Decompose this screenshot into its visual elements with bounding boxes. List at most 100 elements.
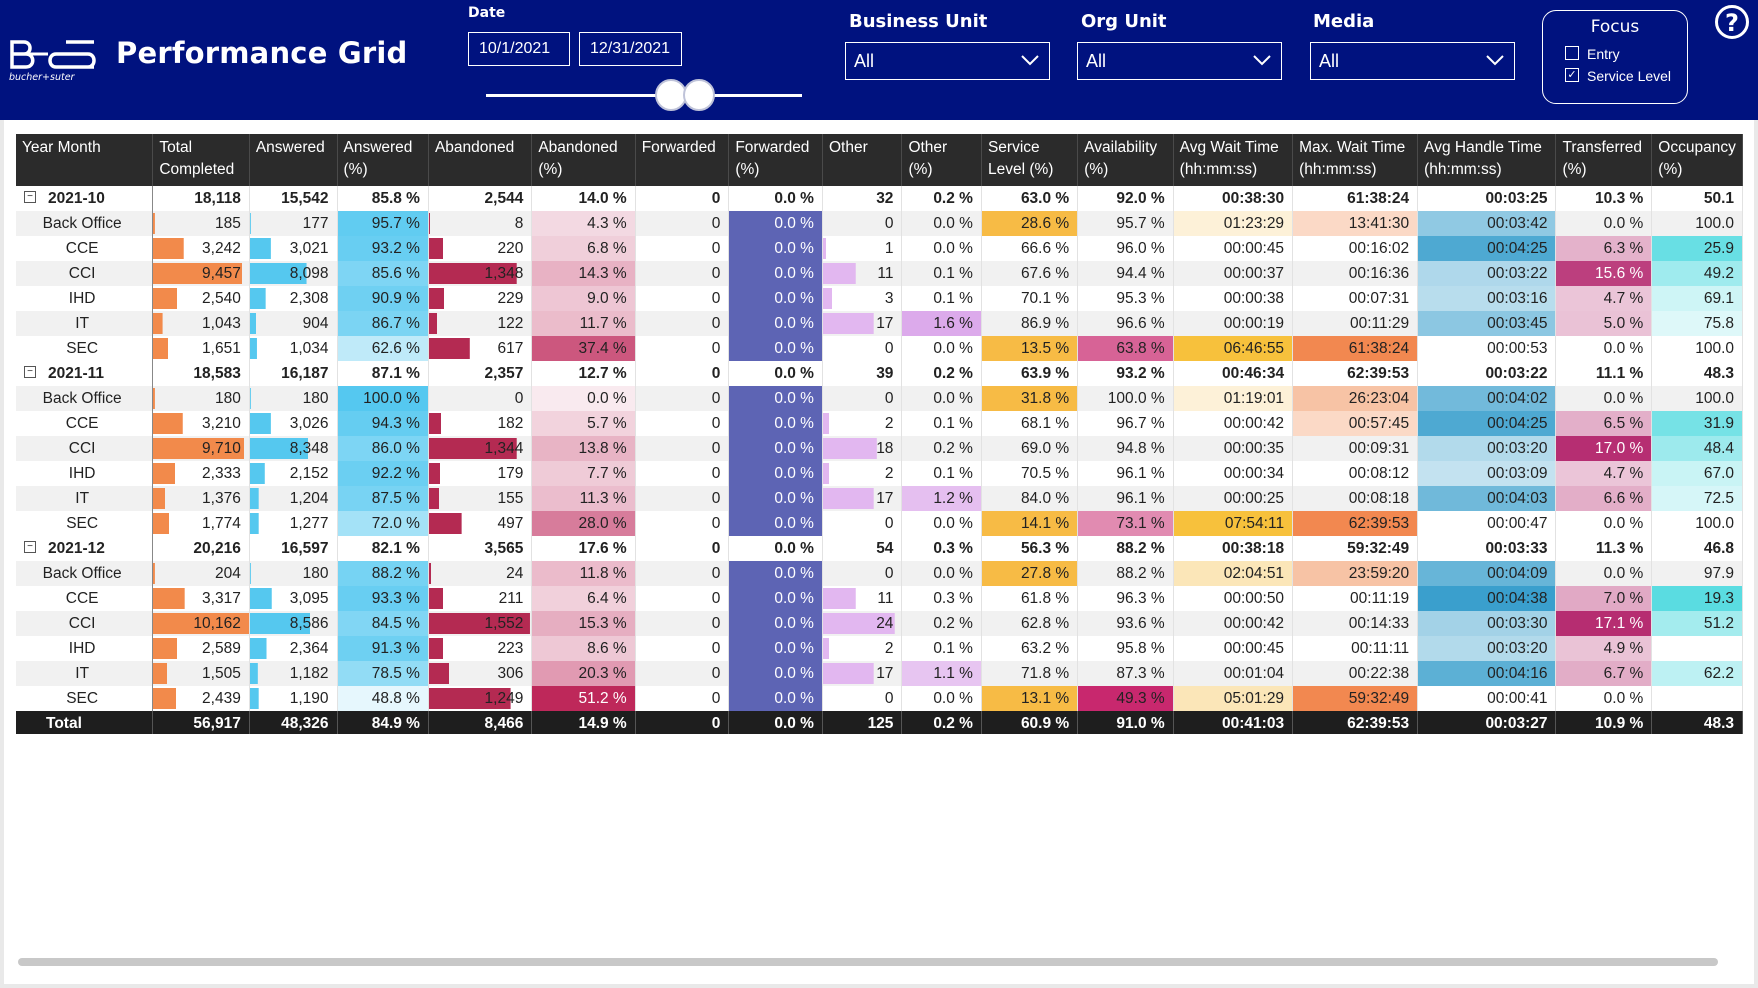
table-cell: 122 [428,311,533,336]
group-summary-cell: 54 [822,536,903,561]
table-row[interactable]: IHD 2,589 2,364 91.3 % 223 8.6 % 0 0.0 % 2 0.1 % 6… [16,636,1743,661]
table-cell: 0.0 % [1555,686,1653,711]
table-row[interactable]: IT 1,505 1,182 78.5 % 306 20.3 % 0 0.0 % 17 1.1 %… [16,661,1743,686]
table-cell: 0.2 % [901,611,982,636]
table-cell: 0 [822,686,903,711]
collapse-icon[interactable]: − [24,366,36,379]
focus-option-entry[interactable]: Entry [1565,46,1620,62]
table-cell: 155 [428,486,533,511]
table-cell: 100.0 % [337,386,429,411]
group-summary-cell: 00:03:22 [1417,361,1557,386]
column-header[interactable]: Total Completed [152,134,250,186]
org-unit-dropdown[interactable]: All [1077,42,1282,80]
column-header[interactable]: Avg Handle Time (hh:mm:ss) [1417,134,1557,186]
horizontal-scrollbar[interactable] [18,958,1718,966]
column-header[interactable]: Forwarded (%) [728,134,823,186]
table-row[interactable]: SEC 2,439 1,190 48.8 % 1,249 51.2 % 0 0.0 % 0 0.0… [16,686,1743,711]
group-label[interactable]: −2021-11 [16,361,154,386]
table-row[interactable]: SEC 1,774 1,277 72.0 % 497 28.0 % 0 0.0 % 0 0.0 %… [16,511,1743,536]
table-cell: 617 [428,336,533,361]
media-dropdown[interactable]: All [1310,42,1515,80]
date-range-slider-track[interactable] [486,94,802,97]
table-cell: 67.0 [1651,461,1743,486]
table-cell: 0.0 % [728,686,823,711]
table-cell: 0 [635,611,730,636]
business-unit-value: All [854,51,875,71]
table-cell: 0.0 % [901,336,982,361]
column-header[interactable]: Service Level (%) [981,134,1079,186]
table-cell: 17.1 % [1555,611,1653,636]
table-row[interactable]: Back Office 204 180 88.2 % 24 11.8 % 0 0.0 % 0 0.… [16,561,1743,586]
table-cell: 1,204 [249,486,338,511]
chevron-down-icon [1486,55,1504,66]
table-row[interactable]: CCI 9,457 8,098 85.6 % 1,348 14.3 % 0 0.0 % 11 0.… [16,261,1743,286]
collapse-icon[interactable]: − [24,541,36,554]
table-row[interactable]: CCE 3,210 3,026 94.3 % 182 5.7 % 0 0.0 % 2 0.1 % 6… [16,411,1743,436]
group-label[interactable]: −2021-12 [16,536,154,561]
column-header[interactable]: Avg Wait Time (hh:mm:ss) [1173,134,1294,186]
report-header: bucher+suter Performance Grid Date 10/1/… [0,0,1758,120]
group-summary-cell: 0.2 % [901,186,982,211]
table-cell: 75.8 [1651,311,1743,336]
column-header[interactable]: Occupancy (%) [1651,134,1743,186]
column-header[interactable]: Other (%) [901,134,982,186]
date-range-start-handle[interactable] [655,79,687,111]
table-cell: 1,043 [152,311,250,336]
table-cell: 59:32:49 [1292,686,1419,711]
table-cell [1651,636,1743,661]
table-row[interactable]: SEC 1,651 1,034 62.6 % 617 37.4 % 0 0.0 % 0 0.0 %… [16,336,1743,361]
help-icon[interactable]: ? [1715,5,1749,39]
bucher-suter-logo: bucher+suter [9,40,96,83]
business-unit-dropdown[interactable]: All [845,42,1050,80]
column-header[interactable]: Answered (%) [337,134,429,186]
focus-option-service-level[interactable]: ✓ Service Level [1565,68,1671,84]
table-cell: 0 [635,461,730,486]
table-row[interactable]: CCI 9,710 8,348 86.0 % 1,344 13.8 % 0 0.0 % 18 0.… [16,436,1743,461]
table-cell: 86.9 % [981,311,1079,336]
total-cell: 84.9 % [337,711,429,734]
group-label[interactable]: −2021-10 [16,186,154,211]
table-row[interactable]: IHD 2,540 2,308 90.9 % 229 9.0 % 0 0.0 % 3 0.1 % 7… [16,286,1743,311]
table-cell: 3,317 [152,586,250,611]
table-cell: 2 [822,411,903,436]
column-header[interactable]: Forwarded [635,134,730,186]
column-header[interactable]: Answered [249,134,338,186]
group-row[interactable]: −2021-11 18,583 16,187 87.1 % 2,357 12.7 % 0 0.… [16,361,1743,386]
table-cell: 1,552 [428,611,533,636]
table-cell: 96.6 % [1077,311,1174,336]
column-header[interactable]: Availability (%) [1077,134,1174,186]
group-row[interactable]: −2021-12 20,216 16,597 82.1 % 3,565 17.6 % 0 0.… [16,536,1743,561]
table-cell: 73.1 % [1077,511,1174,536]
collapse-icon[interactable]: − [24,191,36,204]
date-range-end-handle[interactable] [683,79,715,111]
total-cell: 14.9 % [531,711,636,734]
performance-grid: Year Month Total Completed Answered Answere… [16,134,1743,734]
column-header[interactable]: Year Month [16,134,154,186]
column-header[interactable]: Max. Wait Time (hh:mm:ss) [1292,134,1419,186]
date-to-input[interactable]: 12/31/2021 [579,32,682,66]
table-row[interactable]: IT 1,376 1,204 87.5 % 155 11.3 % 0 0.0 % 17 1.2 %… [16,486,1743,511]
checkbox-icon[interactable] [1565,46,1579,61]
table-row[interactable]: CCI 10,162 8,586 84.5 % 1,552 15.3 % 0 0.0 % 24 0… [16,611,1743,636]
table-row[interactable]: CCE 3,317 3,095 93.3 % 211 6.4 % 0 0.0 % 11 0.3 %… [16,586,1743,611]
group-row[interactable]: −2021-10 18,118 15,542 85.8 % 2,544 14.0 % 0 0.… [16,186,1743,211]
date-from-input[interactable]: 10/1/2021 [468,32,570,66]
table-row[interactable]: Back Office 180 180 100.0 % 0 0.0 % 0 0.0 % 0 0.0… [16,386,1743,411]
table-cell: 96.1 % [1077,486,1174,511]
group-summary-cell: 32 [822,186,903,211]
table-row[interactable]: IHD 2,333 2,152 92.2 % 179 7.7 % 0 0.0 % 2 0.1 % 7… [16,461,1743,486]
column-header[interactable]: Abandoned [428,134,533,186]
checkbox-checked-icon[interactable]: ✓ [1565,68,1579,83]
column-header[interactable]: Other [822,134,903,186]
chevron-down-icon [1253,55,1271,66]
table-cell: 31.8 % [981,386,1079,411]
table-row[interactable]: IT 1,043 904 86.7 % 122 11.7 % 0 0.0 % 17 1.6 % 86… [16,311,1743,336]
table-cell: 94.4 % [1077,261,1174,286]
table-cell: 204 [152,561,250,586]
column-header[interactable]: Transferred (%) [1555,134,1653,186]
table-cell: 0 [635,636,730,661]
table-row[interactable]: Back Office 185 177 95.7 % 8 4.3 % 0 0.0 % 0 0.0 … [16,211,1743,236]
table-row[interactable]: CCE 3,242 3,021 93.2 % 220 6.8 % 0 0.0 % 1 0.0 % 6… [16,236,1743,261]
table-cell: 177 [249,211,338,236]
column-header[interactable]: Abandoned (%) [531,134,636,186]
